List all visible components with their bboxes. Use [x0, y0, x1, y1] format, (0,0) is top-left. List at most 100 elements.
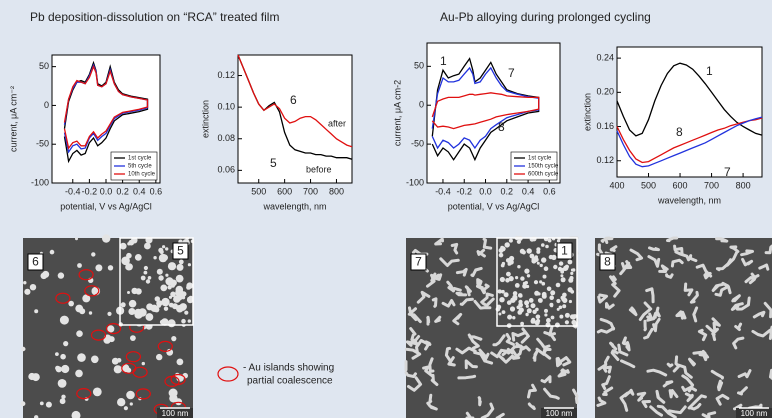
grain [124, 406, 128, 410]
grain [504, 292, 509, 297]
grain [61, 395, 65, 399]
grain [570, 314, 575, 319]
grain [543, 275, 547, 279]
grain [148, 276, 152, 280]
grain [568, 278, 573, 283]
grain [75, 370, 83, 378]
grain [478, 280, 481, 286]
annotation: 6 [290, 93, 297, 107]
y-tick-label: 0.12 [596, 155, 614, 165]
grain [76, 330, 83, 337]
grain [160, 250, 164, 254]
x-tick-label: 0.0 [100, 186, 113, 196]
y-tick-label: 0.24 [596, 52, 614, 62]
grain [89, 311, 92, 314]
grain [560, 274, 563, 277]
grain [165, 274, 168, 277]
inset-label: 1 [561, 244, 568, 258]
grain [156, 354, 162, 360]
grain [542, 282, 546, 286]
grain [114, 365, 122, 373]
grain [500, 277, 505, 282]
grain [527, 308, 532, 313]
grain [164, 307, 168, 311]
note-text: partial coalescence [247, 376, 333, 387]
grain [650, 248, 659, 250]
heading: Au-Pb alloying during prolonged cycling [440, 10, 651, 24]
grain [55, 366, 60, 371]
grain [179, 260, 184, 265]
grain [131, 288, 137, 294]
grain [169, 296, 172, 299]
grain [172, 303, 178, 309]
grain [515, 283, 520, 288]
grain [507, 300, 512, 305]
grain [570, 290, 574, 294]
grain [181, 307, 185, 311]
x-tick-label: 0.2 [116, 186, 129, 196]
grain [570, 272, 573, 275]
grain [515, 276, 518, 279]
grain [502, 310, 506, 314]
scale-label: 100 nm [162, 409, 189, 418]
micrograph-label: 7 [415, 255, 422, 269]
grain [499, 297, 504, 302]
grain [524, 269, 529, 274]
legend-label: 1st cycle [528, 156, 552, 162]
heading: Pb deposition-dissolution on “RCA” treat… [30, 10, 279, 24]
grain [549, 255, 553, 259]
y-tick-label: 0.16 [596, 121, 614, 131]
x-axis-label: wavelength, nm [657, 195, 721, 205]
grain [520, 322, 524, 326]
grain [157, 304, 161, 308]
grain [550, 290, 555, 295]
grain [91, 356, 99, 364]
grain [77, 353, 86, 362]
legend-label: 1st cycle [128, 156, 152, 162]
grain [186, 285, 191, 290]
grain [529, 298, 534, 303]
x-tick-label: 800 [736, 180, 751, 190]
grain [572, 268, 575, 271]
x-tick-label: 500 [251, 186, 266, 196]
grain [558, 267, 562, 271]
annotation: 8 [676, 125, 683, 139]
grain [544, 313, 547, 316]
y-tick-label: 0.06 [217, 165, 235, 175]
grain [509, 276, 514, 281]
grain [561, 277, 566, 282]
grain [534, 280, 538, 284]
legend-label: 600th cycle [528, 172, 559, 178]
grain [58, 379, 67, 388]
y-tick-label: 0.12 [217, 70, 235, 80]
annotation: 8 [498, 120, 505, 134]
grain [559, 261, 563, 265]
grain [75, 237, 78, 240]
grain [107, 312, 111, 316]
grain [530, 254, 535, 259]
grain [459, 376, 475, 378]
grain [169, 389, 178, 398]
grain [24, 289, 30, 295]
grain [157, 269, 163, 275]
grain [79, 308, 85, 314]
grain [34, 309, 38, 313]
grain [142, 362, 145, 365]
grain [130, 335, 136, 341]
grain [167, 285, 171, 289]
scale-label: 100 nm [546, 409, 573, 418]
x-tick-label: 600 [277, 186, 292, 196]
x-tick-label: 0.6 [150, 186, 163, 196]
grain [508, 258, 513, 263]
grain [524, 300, 529, 305]
grain [170, 280, 177, 287]
y-tick-label: -100 [31, 177, 49, 187]
x-tick-label: -0.4 [65, 186, 81, 196]
grain [23, 281, 26, 284]
grain [525, 313, 528, 316]
inset-label: 5 [177, 244, 184, 258]
grain [501, 264, 505, 268]
grain [518, 303, 523, 308]
x-tick-label: 0.2 [501, 186, 514, 196]
grain [158, 275, 163, 280]
